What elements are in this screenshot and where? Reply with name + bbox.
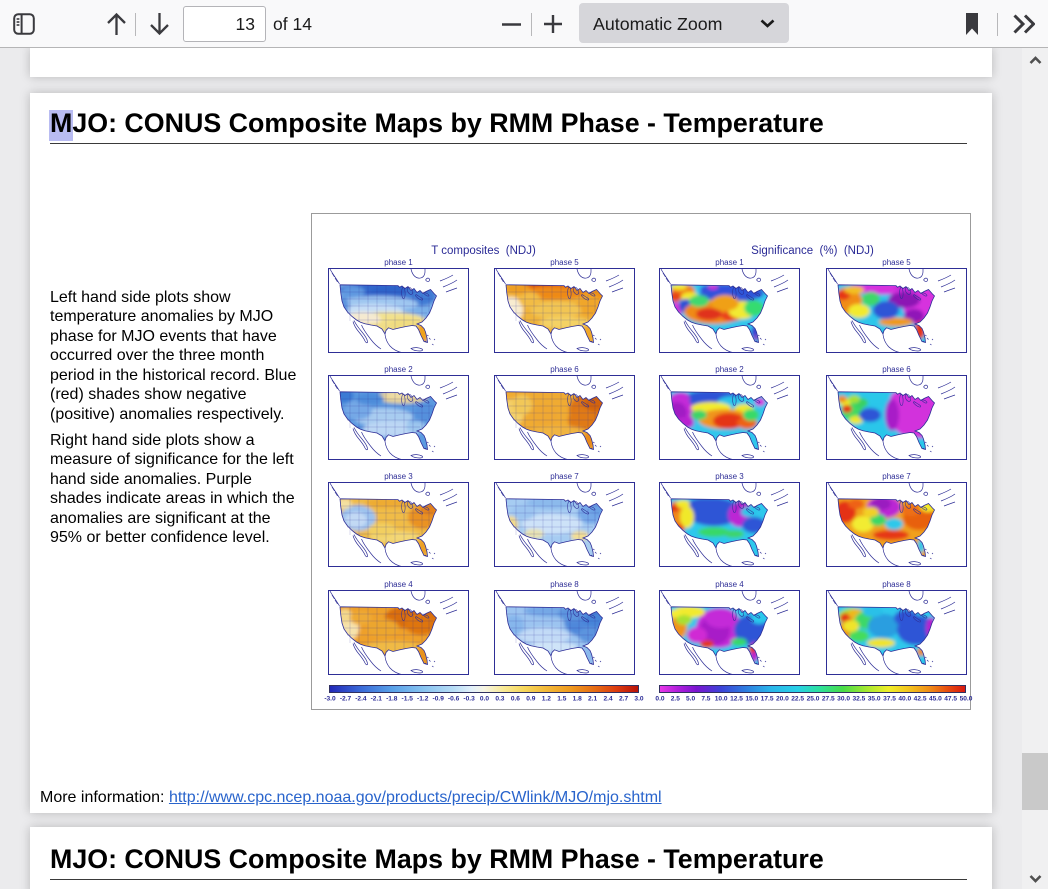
svg-text:-3.0: -3.0 bbox=[324, 696, 336, 703]
svg-text:2.7: 2.7 bbox=[619, 696, 628, 703]
svg-text:-1.5: -1.5 bbox=[402, 696, 414, 703]
svg-text:0.0: 0.0 bbox=[655, 696, 664, 703]
svg-text:phase 8: phase 8 bbox=[882, 579, 911, 588]
svg-text:phase 6: phase 6 bbox=[882, 365, 911, 374]
svg-text:12.5: 12.5 bbox=[730, 696, 743, 703]
svg-text:17.5: 17.5 bbox=[761, 696, 774, 703]
svg-text:phase 5: phase 5 bbox=[550, 258, 579, 267]
svg-text:32.5: 32.5 bbox=[852, 696, 865, 703]
svg-text:2.1: 2.1 bbox=[588, 696, 597, 703]
svg-text:1.5: 1.5 bbox=[557, 696, 566, 703]
svg-text:2.4: 2.4 bbox=[604, 696, 613, 703]
svg-text:27.5: 27.5 bbox=[822, 696, 835, 703]
svg-text:1.8: 1.8 bbox=[573, 696, 582, 703]
svg-text:-2.4: -2.4 bbox=[355, 696, 367, 703]
svg-text:phase 1: phase 1 bbox=[384, 258, 413, 267]
svg-text:-0.6: -0.6 bbox=[448, 696, 460, 703]
svg-text:phase 2: phase 2 bbox=[384, 365, 413, 374]
svg-text:20.0: 20.0 bbox=[776, 696, 789, 703]
svg-text:phase 5: phase 5 bbox=[882, 258, 911, 267]
svg-text:phase 3: phase 3 bbox=[384, 472, 413, 481]
svg-text:30.0: 30.0 bbox=[837, 696, 850, 703]
svg-text:7.5: 7.5 bbox=[701, 696, 710, 703]
svg-text:phase 7: phase 7 bbox=[550, 472, 579, 481]
svg-text:37.5: 37.5 bbox=[883, 696, 896, 703]
svg-text:10.0: 10.0 bbox=[715, 696, 728, 703]
svg-text:35.0: 35.0 bbox=[868, 696, 881, 703]
svg-text:phase 4: phase 4 bbox=[715, 579, 744, 588]
svg-text:-1.2: -1.2 bbox=[417, 696, 429, 703]
svg-text:0.9: 0.9 bbox=[526, 696, 535, 703]
svg-text:3.0: 3.0 bbox=[634, 696, 643, 703]
svg-text:phase 1: phase 1 bbox=[715, 258, 744, 267]
svg-text:phase 3: phase 3 bbox=[715, 472, 744, 481]
svg-text:25.0: 25.0 bbox=[807, 696, 820, 703]
svg-text:22.5: 22.5 bbox=[791, 696, 804, 703]
svg-text:phase 4: phase 4 bbox=[384, 579, 413, 588]
svg-text:phase 8: phase 8 bbox=[550, 579, 579, 588]
svg-text:47.5: 47.5 bbox=[944, 696, 957, 703]
svg-text:40.0: 40.0 bbox=[898, 696, 911, 703]
svg-text:50.0: 50.0 bbox=[960, 696, 973, 703]
svg-text:5.0: 5.0 bbox=[686, 696, 695, 703]
svg-text:45.0: 45.0 bbox=[929, 696, 942, 703]
svg-text:phase 2: phase 2 bbox=[715, 365, 744, 374]
svg-text:phase 7: phase 7 bbox=[882, 472, 911, 481]
svg-text:0.0: 0.0 bbox=[480, 696, 489, 703]
svg-text:phase 6: phase 6 bbox=[550, 365, 579, 374]
svg-text:-2.7: -2.7 bbox=[340, 696, 352, 703]
svg-text:-1.8: -1.8 bbox=[386, 696, 398, 703]
svg-text:42.5: 42.5 bbox=[914, 696, 927, 703]
svg-text:0.3: 0.3 bbox=[495, 696, 504, 703]
svg-text:-0.9: -0.9 bbox=[433, 696, 445, 703]
svg-text:15.0: 15.0 bbox=[745, 696, 758, 703]
svg-text:1.2: 1.2 bbox=[542, 696, 551, 703]
svg-text:-0.3: -0.3 bbox=[463, 696, 475, 703]
svg-text:0.6: 0.6 bbox=[511, 696, 520, 703]
svg-text:2.5: 2.5 bbox=[671, 696, 680, 703]
svg-text:-2.1: -2.1 bbox=[371, 696, 383, 703]
